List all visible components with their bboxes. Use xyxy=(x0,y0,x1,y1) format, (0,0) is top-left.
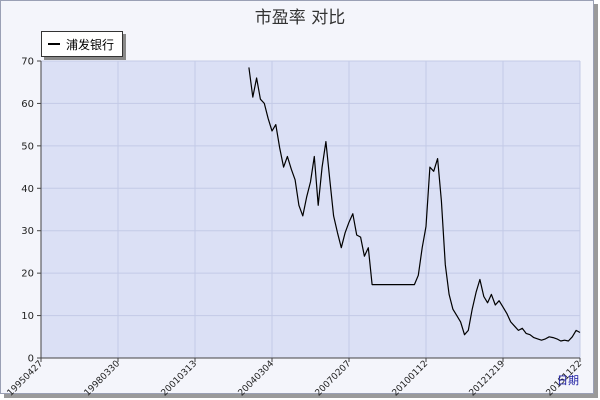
x-tick-label: 20070207 xyxy=(314,359,353,398)
series-line xyxy=(248,67,581,342)
y-tick-label: 50 xyxy=(21,141,34,152)
x-axis-title: 日期 xyxy=(557,374,579,387)
chart-title: 市盈率 对比 xyxy=(254,8,346,28)
y-tick-label: 70 xyxy=(21,57,34,68)
y-tick-label: 30 xyxy=(21,226,34,237)
legend-line-swatch xyxy=(48,43,60,45)
y-tick-label: 20 xyxy=(21,269,34,280)
x-tick-label: 20100112 xyxy=(391,359,430,398)
y-tick-label: 60 xyxy=(21,99,34,110)
x-tick-label: 20010313 xyxy=(160,359,199,398)
plot-area xyxy=(41,61,580,358)
y-tick-label: 40 xyxy=(21,184,34,195)
series-lines xyxy=(248,67,581,342)
x-tick-label: 20121219 xyxy=(468,359,508,399)
x-tick-label: 20040304 xyxy=(237,359,277,399)
x-tick-label: 19980330 xyxy=(83,359,123,399)
y-tick-label: 0 xyxy=(28,354,34,365)
x-tick-label: 19950427 xyxy=(6,359,45,398)
grid-lines xyxy=(41,60,581,358)
legend-series-label: 浦发银行 xyxy=(66,37,115,52)
chart-legend: 浦发银行 xyxy=(41,31,124,57)
y-tick-label: 10 xyxy=(21,311,34,322)
